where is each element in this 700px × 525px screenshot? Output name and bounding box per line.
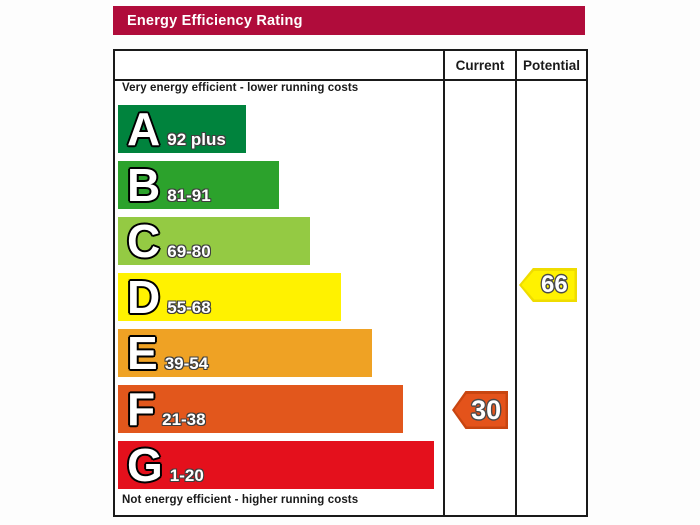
band-letter: D: [127, 271, 161, 323]
top-note: Very energy efficient - lower running co…: [122, 82, 359, 94]
rating-band: F 21-38: [118, 385, 403, 433]
band-letter: A: [127, 103, 161, 155]
band-letter: E: [127, 327, 158, 379]
band-letter: B: [127, 159, 161, 211]
band-range-label: 92 plus: [167, 130, 226, 149]
band-range-label: 81-91: [167, 186, 211, 205]
header-divider: [115, 79, 586, 81]
rating-band: C 69-80: [118, 217, 310, 265]
page-title: Energy Efficiency Rating: [127, 12, 303, 29]
band-range-label: 39-54: [164, 354, 209, 373]
current-rating-value: 30: [471, 394, 502, 425]
potential-rating-value: 66: [541, 271, 568, 298]
band-letter: C: [127, 215, 161, 267]
rating-band: B 81-91: [118, 161, 279, 209]
rating-band: D 55-68: [118, 273, 341, 321]
column-divider-potential: [515, 51, 517, 515]
left-arrow-icon: [521, 270, 575, 300]
rating-band: A 92 plus: [118, 105, 246, 153]
band-range-label: 1-20: [169, 466, 204, 485]
band-range-label: 69-80: [167, 242, 211, 261]
rating-band: E 39-54: [118, 329, 372, 377]
band-range-label: 55-68: [167, 298, 211, 317]
band-letter: F: [127, 383, 156, 435]
column-header-potential: Potential: [522, 57, 580, 73]
rating-band: G 1-20: [118, 441, 434, 489]
left-arrow-icon: [454, 393, 506, 427]
bottom-note: Not energy efficient - higher running co…: [122, 494, 359, 506]
rating-table: Current Potential Very energy efficient …: [113, 49, 588, 517]
potential-rating-arrow: 66: [519, 268, 577, 302]
band-letter: G: [127, 439, 163, 491]
column-divider-current: [443, 51, 445, 515]
title-bar: Energy Efficiency Rating: [113, 6, 585, 35]
column-header-current: Current: [455, 57, 505, 73]
current-rating-arrow: 30: [452, 391, 508, 429]
band-range-label: 21-38: [162, 410, 206, 429]
